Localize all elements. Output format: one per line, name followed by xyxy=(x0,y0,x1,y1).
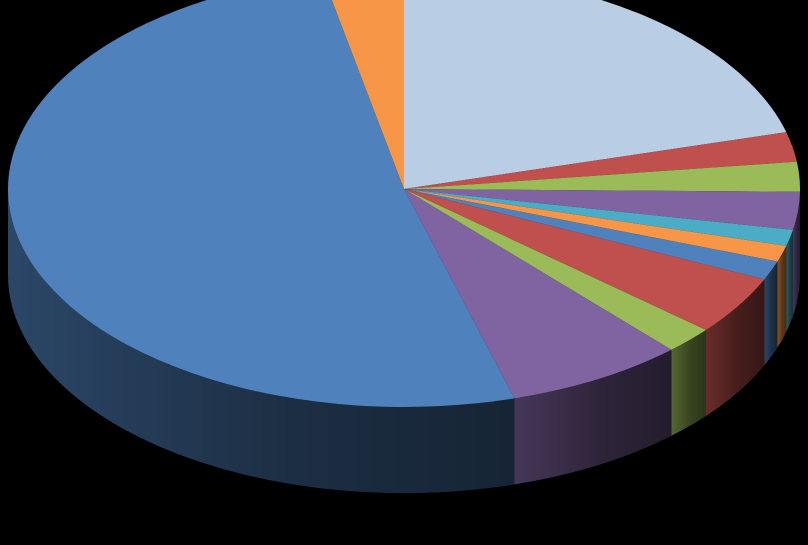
pie-slice-side-shade xyxy=(671,330,706,436)
pie-side-layer xyxy=(8,189,800,493)
pie-slice-5 xyxy=(404,189,793,246)
pie-slice-1 xyxy=(404,0,787,189)
pie-slice-3 xyxy=(404,161,800,192)
pie-slice-side-shade xyxy=(8,189,515,493)
pie-slice-12 xyxy=(331,0,404,189)
pie-top-layer xyxy=(8,0,800,407)
pie-slice-9 xyxy=(404,189,706,350)
pie-slice-8 xyxy=(404,189,765,331)
pie-slice-6 xyxy=(404,189,787,262)
pie-slice-side-shade xyxy=(705,279,765,417)
pie-slice-side-shade xyxy=(792,191,800,316)
pie-slice-side-shade xyxy=(786,229,793,332)
pie-slice-side-shade xyxy=(777,245,787,348)
pie-slice-2 xyxy=(404,132,797,189)
pie-slice-10 xyxy=(404,189,672,399)
pie-slice-side-shade xyxy=(764,261,778,366)
pie-slice-7 xyxy=(404,189,778,280)
pie-slice-side-shade xyxy=(514,349,672,485)
pie-slice-11 xyxy=(8,0,515,407)
pie-slice-4 xyxy=(404,189,800,230)
